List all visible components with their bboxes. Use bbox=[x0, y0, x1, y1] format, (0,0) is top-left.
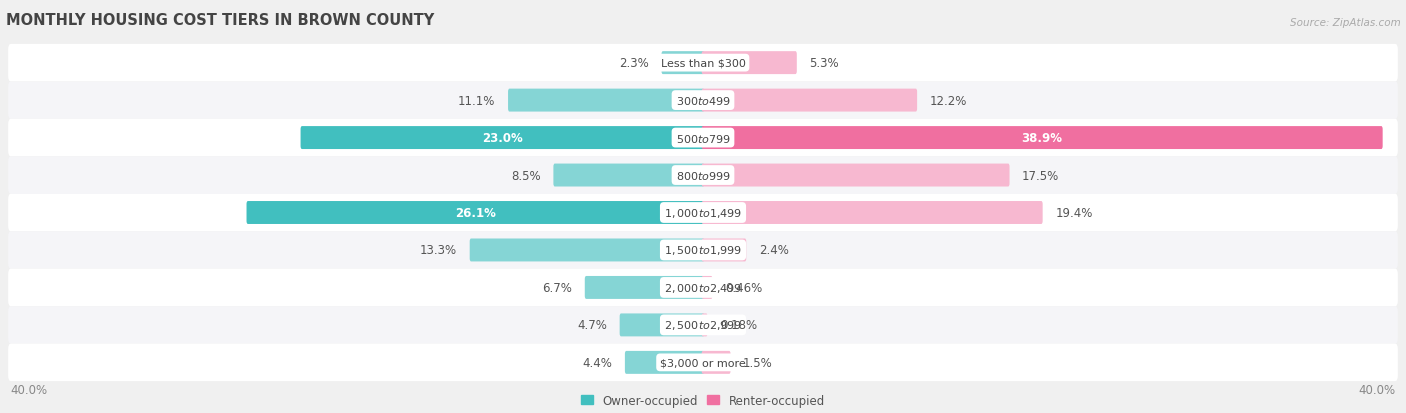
FancyBboxPatch shape bbox=[620, 313, 704, 337]
Text: Source: ZipAtlas.com: Source: ZipAtlas.com bbox=[1289, 18, 1400, 28]
FancyBboxPatch shape bbox=[508, 89, 704, 112]
FancyBboxPatch shape bbox=[702, 313, 707, 337]
FancyBboxPatch shape bbox=[8, 82, 1398, 119]
Text: $800 to $999: $800 to $999 bbox=[675, 170, 731, 182]
FancyBboxPatch shape bbox=[585, 276, 704, 299]
FancyBboxPatch shape bbox=[702, 164, 1010, 187]
Text: 6.7%: 6.7% bbox=[543, 281, 572, 294]
Text: 23.0%: 23.0% bbox=[482, 132, 523, 145]
Text: 19.4%: 19.4% bbox=[1056, 206, 1092, 219]
FancyBboxPatch shape bbox=[554, 164, 704, 187]
FancyBboxPatch shape bbox=[702, 127, 1382, 150]
FancyBboxPatch shape bbox=[702, 276, 713, 299]
Text: 5.3%: 5.3% bbox=[810, 57, 839, 70]
FancyBboxPatch shape bbox=[246, 202, 704, 224]
Text: 0.46%: 0.46% bbox=[725, 281, 762, 294]
Text: $2,500 to $2,999: $2,500 to $2,999 bbox=[664, 319, 742, 332]
FancyBboxPatch shape bbox=[8, 119, 1398, 157]
Text: 13.3%: 13.3% bbox=[420, 244, 457, 257]
Text: Less than $300: Less than $300 bbox=[661, 59, 745, 69]
FancyBboxPatch shape bbox=[301, 127, 704, 150]
FancyBboxPatch shape bbox=[702, 351, 731, 374]
Text: $500 to $799: $500 to $799 bbox=[675, 132, 731, 144]
Text: 0.18%: 0.18% bbox=[720, 319, 758, 332]
FancyBboxPatch shape bbox=[624, 351, 704, 374]
FancyBboxPatch shape bbox=[8, 157, 1398, 194]
Text: 8.5%: 8.5% bbox=[512, 169, 541, 182]
FancyBboxPatch shape bbox=[8, 232, 1398, 269]
Text: 1.5%: 1.5% bbox=[744, 356, 773, 369]
Text: 2.3%: 2.3% bbox=[619, 57, 650, 70]
FancyBboxPatch shape bbox=[8, 194, 1398, 232]
Text: 38.9%: 38.9% bbox=[1022, 132, 1063, 145]
Text: 4.7%: 4.7% bbox=[578, 319, 607, 332]
Text: $300 to $499: $300 to $499 bbox=[675, 95, 731, 107]
FancyBboxPatch shape bbox=[8, 269, 1398, 306]
FancyBboxPatch shape bbox=[702, 52, 797, 75]
FancyBboxPatch shape bbox=[702, 202, 1043, 224]
Text: 12.2%: 12.2% bbox=[929, 94, 967, 107]
Text: 2.4%: 2.4% bbox=[759, 244, 789, 257]
Legend: Owner-occupied, Renter-occupied: Owner-occupied, Renter-occupied bbox=[576, 389, 830, 412]
Text: 4.4%: 4.4% bbox=[582, 356, 613, 369]
FancyBboxPatch shape bbox=[661, 52, 704, 75]
FancyBboxPatch shape bbox=[470, 239, 704, 262]
FancyBboxPatch shape bbox=[702, 239, 747, 262]
Text: 11.1%: 11.1% bbox=[458, 94, 495, 107]
FancyBboxPatch shape bbox=[702, 89, 917, 112]
Text: $1,500 to $1,999: $1,500 to $1,999 bbox=[664, 244, 742, 257]
Text: 17.5%: 17.5% bbox=[1022, 169, 1059, 182]
FancyBboxPatch shape bbox=[8, 306, 1398, 344]
Text: $2,000 to $2,499: $2,000 to $2,499 bbox=[664, 281, 742, 294]
Text: MONTHLY HOUSING COST TIERS IN BROWN COUNTY: MONTHLY HOUSING COST TIERS IN BROWN COUN… bbox=[6, 13, 434, 28]
Text: 26.1%: 26.1% bbox=[456, 206, 496, 219]
FancyBboxPatch shape bbox=[8, 344, 1398, 381]
Text: 40.0%: 40.0% bbox=[1358, 383, 1395, 396]
Text: $1,000 to $1,499: $1,000 to $1,499 bbox=[664, 206, 742, 219]
FancyBboxPatch shape bbox=[8, 45, 1398, 82]
Text: $3,000 or more: $3,000 or more bbox=[661, 358, 745, 368]
Text: 40.0%: 40.0% bbox=[11, 383, 48, 396]
